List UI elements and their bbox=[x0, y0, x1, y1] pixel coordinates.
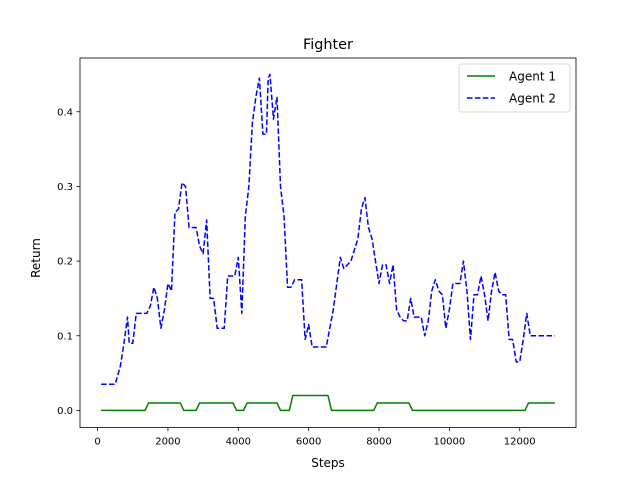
x-tick-label: 6000 bbox=[296, 437, 321, 448]
legend-label-2: Agent 2 bbox=[509, 92, 556, 106]
legend: Agent 1 Agent 2 bbox=[458, 63, 571, 113]
axes-frame bbox=[79, 57, 577, 429]
series-line-2 bbox=[101, 73, 555, 386]
x-tick-label: 0 bbox=[94, 437, 100, 448]
legend-label-1: Agent 1 bbox=[509, 70, 556, 84]
x-tick-label: 10000 bbox=[433, 437, 465, 448]
x-tick-label: 2000 bbox=[155, 437, 180, 448]
y-tick-label: 0.0 bbox=[57, 406, 73, 417]
y-tick-label: 0.2 bbox=[57, 257, 73, 268]
y-axis-label: Return bbox=[29, 238, 43, 278]
x-tick-label: 4000 bbox=[226, 437, 251, 448]
y-tick-label: 0.3 bbox=[57, 182, 73, 193]
y-tick-label: 0.1 bbox=[57, 331, 73, 342]
axis-ticks: 0 2000 4000 6000 8000 10000 12000 0.0 0.1 0.2 0.3 0… bbox=[57, 107, 536, 447]
plot-lines bbox=[101, 73, 555, 412]
x-tick-label: 8000 bbox=[366, 437, 391, 448]
x-tick-label: 12000 bbox=[504, 437, 536, 448]
y-tick-label: 0.4 bbox=[57, 107, 73, 118]
x-axis-label: Steps bbox=[311, 456, 345, 470]
chart-title: Fighter bbox=[303, 37, 353, 53]
series-line-1 bbox=[101, 394, 555, 412]
